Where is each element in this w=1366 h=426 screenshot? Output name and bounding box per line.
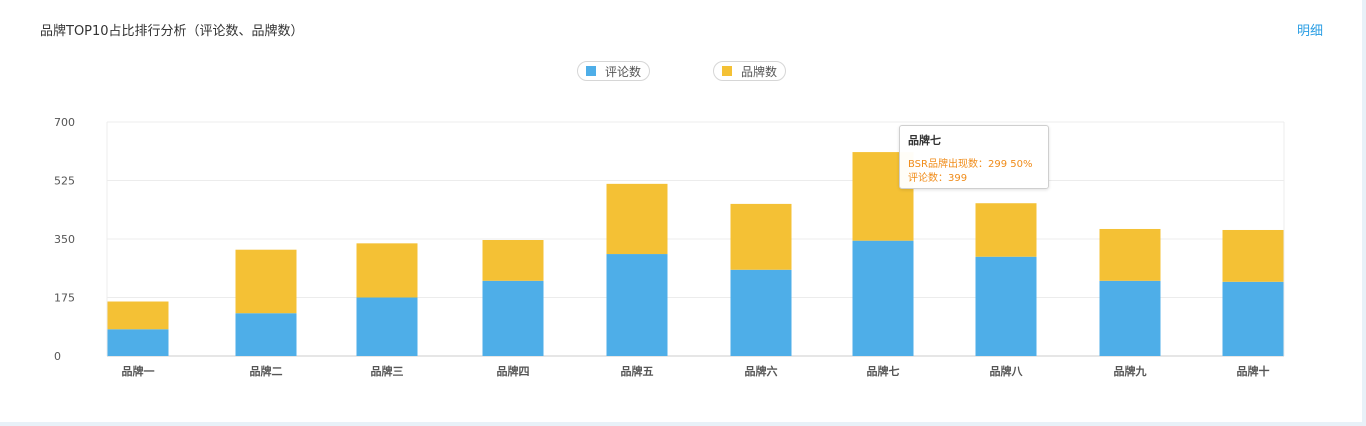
legend-swatch-comments — [586, 66, 596, 76]
y-tick-label: 525 — [54, 175, 75, 188]
bar-brands — [107, 301, 169, 330]
detail-link[interactable]: 明细 — [1297, 24, 1324, 39]
tooltip-line-brand-count: BSR品牌出现数：299 50% — [908, 159, 1033, 170]
bar-comments — [107, 329, 169, 356]
bar-brands — [730, 203, 792, 270]
y-tick-label: 175 — [54, 292, 75, 305]
bar-comments — [852, 240, 914, 356]
bar-brands — [1099, 228, 1161, 281]
x-tick-label: 品牌六 — [745, 364, 778, 378]
x-tick-label: 品牌四 — [497, 364, 530, 378]
x-tick-label: 品牌八 — [990, 364, 1024, 378]
bar-comments — [606, 254, 668, 356]
tooltip-line-comment-count: 评论数：399 — [908, 173, 968, 184]
bar-brands — [235, 249, 297, 314]
bar-comments — [1099, 280, 1161, 356]
legend-label-comments: 评论数 — [605, 64, 642, 79]
x-tick-label: 品牌五 — [621, 364, 654, 378]
bar-brands — [1222, 229, 1284, 282]
x-tick-label: 品牌七 — [867, 364, 900, 378]
legend-swatch-brands — [722, 66, 732, 76]
bar-brands — [975, 203, 1037, 257]
x-tick-label: 品牌一 — [122, 364, 155, 378]
x-tick-label: 品牌十 — [1237, 364, 1270, 378]
panel-bottom-border — [0, 422, 1366, 426]
y-tick-label: 0 — [54, 350, 61, 363]
legend-item-brands[interactable]: 品牌数 — [713, 61, 787, 81]
bar-brands — [482, 240, 544, 281]
chart-legend: 评论数 品牌数 — [0, 61, 1366, 83]
chart-tooltip: 品牌七 BSR品牌出现数：299 50% 评论数：399 — [899, 125, 1049, 189]
page-title: 品牌TOP10占比排行分析（评论数、品牌数） — [40, 24, 304, 39]
bar-brands — [356, 243, 418, 298]
y-tick-label: 350 — [54, 233, 75, 246]
x-tick-label: 品牌九 — [1114, 364, 1147, 378]
x-tick-label: 品牌三 — [371, 364, 404, 378]
bar-comments — [482, 280, 544, 356]
bar-comments — [1222, 281, 1284, 356]
bar-brands — [606, 183, 668, 255]
legend-item-comments[interactable]: 评论数 — [577, 61, 651, 81]
panel-right-border — [1362, 0, 1366, 426]
bar-comments — [730, 269, 792, 356]
bar-comments — [975, 256, 1037, 356]
x-tick-label: 品牌二 — [250, 364, 283, 378]
bar-comments — [356, 297, 418, 356]
legend-label-brands: 品牌数 — [741, 64, 778, 79]
bar-comments — [235, 313, 297, 356]
tooltip-title: 品牌七 — [908, 134, 941, 147]
y-tick-label: 700 — [54, 116, 75, 129]
